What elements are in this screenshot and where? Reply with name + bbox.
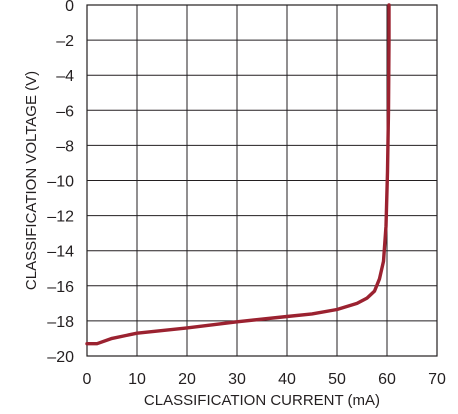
y-tick-label: –6 [56,103,74,120]
x-tick-label: 70 [428,371,446,388]
y-tick-labels: 0 –2 –4 –6 –8 –10 –12 –14 –16 –18 –20 [47,0,74,366]
plot-frame [86,4,438,357]
x-tick-label: 50 [328,371,346,388]
y-tick-label: –12 [47,209,74,226]
y-tick-label: –16 [47,279,74,296]
series-line [85,3,391,346]
x-tick-label: 0 [83,371,92,388]
y-tick-label: –2 [56,33,74,50]
x-tick-labels: 0 10 20 30 40 50 60 70 [83,371,446,388]
x-tick-label: 60 [378,371,396,388]
y-tick-label: –10 [47,174,74,191]
y-axis-label: CLASSIFICATION VOLTAGE (V) [23,71,40,290]
x-tick-label: 40 [278,371,296,388]
series-layer [85,3,391,346]
y-tick-label: –14 [47,244,74,261]
grid [86,4,438,357]
y-tick-label: –8 [56,138,74,155]
y-tick-label: –20 [47,349,74,366]
y-tick-label: 0 [65,0,74,15]
y-tick-label: –18 [47,314,74,331]
x-tick-label: 30 [228,371,246,388]
y-tick-label: –4 [56,68,74,85]
x-tick-label: 20 [178,371,196,388]
x-tick-label: 10 [128,371,146,388]
x-axis-label: CLASSIFICATION CURRENT (mA) [144,392,380,409]
